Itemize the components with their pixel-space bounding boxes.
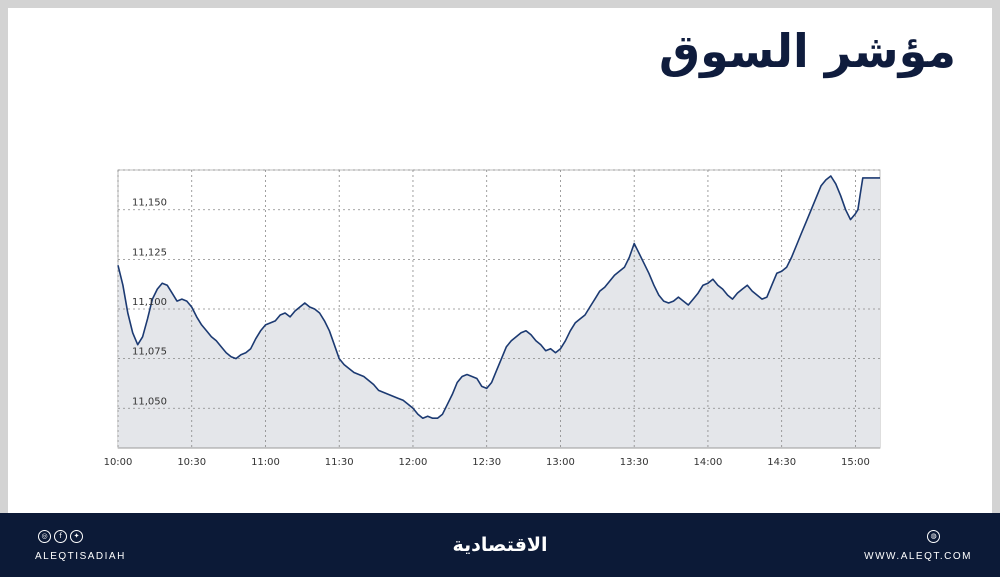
series-line [117,175,880,419]
page-title: مؤشر السوق [658,24,956,78]
y-tick-label: 11,075 [132,347,167,358]
y-tick-label: 11,125 [132,247,167,258]
x-tick-label: 15:00 [841,457,870,468]
social-links: ◎ f ✦ [38,530,83,543]
x-tick-label: 14:00 [694,457,723,468]
x-tick-label: 10:30 [177,457,206,468]
y-tick-label: 11,100 [132,297,167,308]
footer-bar: ◎ f ✦ ALEQTISADIAH الاقتصادية ◍ WWW.ALEQ… [0,513,1000,577]
social-handle[interactable]: ALEQTISADIAH [35,551,126,562]
instagram-icon[interactable]: ◎ [38,530,51,543]
twitter-icon[interactable]: ✦ [70,530,83,543]
website-link[interactable]: WWW.ALEQT.COM [864,551,972,562]
globe-icon: ◍ [927,530,940,543]
x-tick-label: 14:30 [767,457,796,468]
x-tick-label: 12:30 [472,457,501,468]
brand-logo: الاقتصادية [452,534,548,556]
x-tick-label: 10:00 [104,457,133,468]
facebook-icon[interactable]: f [54,530,67,543]
series-area-fill [118,176,880,448]
x-tick-label: 13:00 [546,457,575,468]
y-tick-label: 11,050 [132,396,167,407]
x-tick-label: 11:30 [325,457,354,468]
x-tick-label: 13:30 [620,457,649,468]
x-tick-label: 12:00 [399,457,428,468]
y-tick-label: 11,150 [132,198,167,209]
x-tick-label: 11:00 [251,457,280,468]
